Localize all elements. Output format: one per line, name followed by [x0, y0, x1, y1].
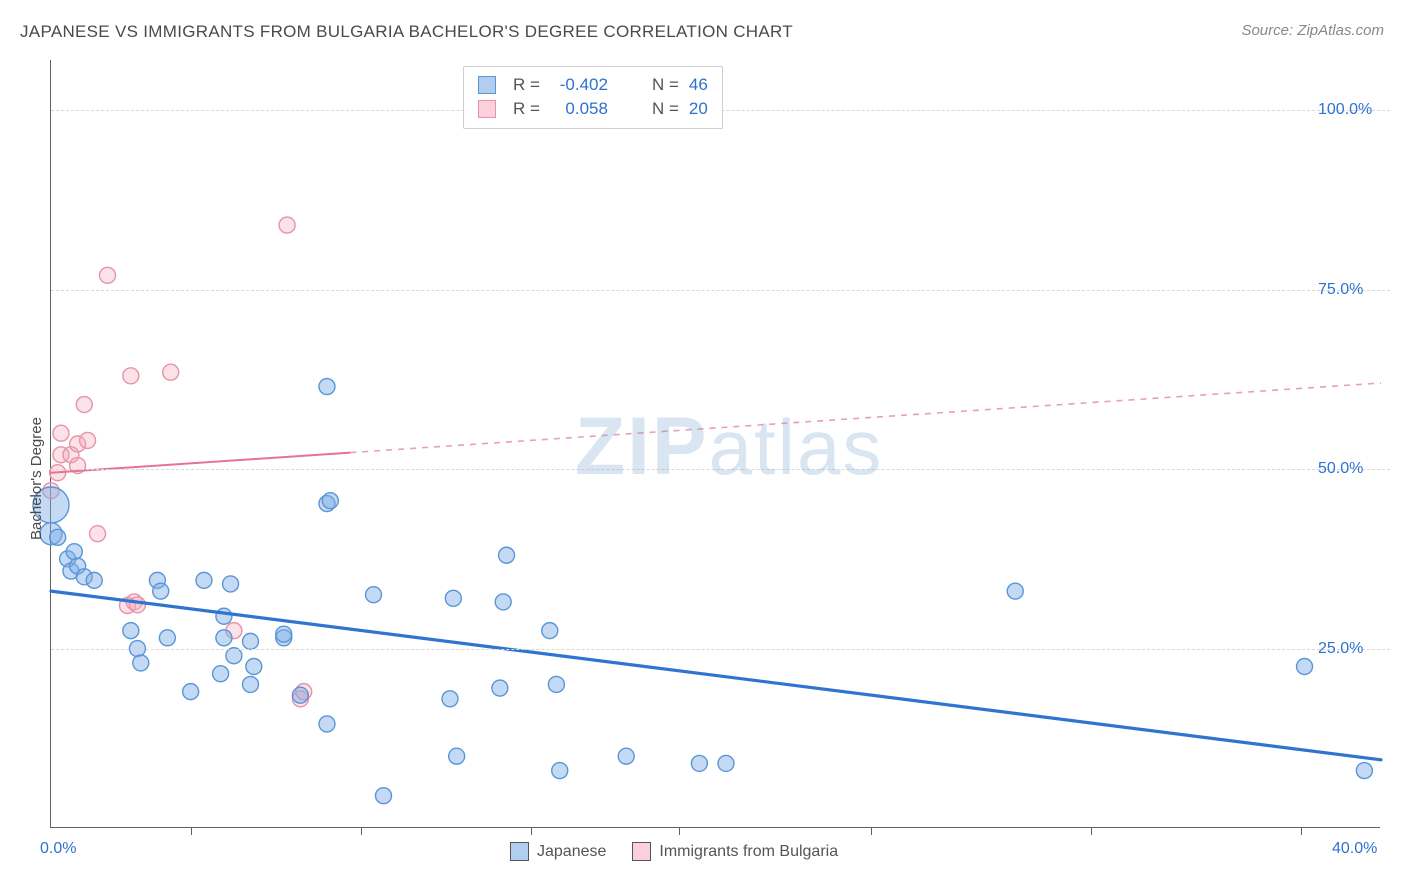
stats-row: R = 0.058 N = 20	[478, 97, 708, 121]
point-japanese	[718, 755, 734, 771]
point-japanese	[226, 648, 242, 664]
trend-line	[51, 591, 1381, 760]
point-japanese	[196, 572, 212, 588]
point-japanese	[86, 572, 102, 588]
point-japanese	[552, 763, 568, 779]
stat-n-value: 20	[689, 97, 708, 121]
stat-n-label: N =	[652, 97, 679, 121]
point-japanese	[618, 748, 634, 764]
point-bulgaria	[53, 425, 69, 441]
point-bulgaria	[279, 217, 295, 233]
y-axis-title: Bachelor's Degree	[28, 417, 45, 540]
point-japanese	[243, 633, 259, 649]
stat-r-label: R =	[513, 97, 540, 121]
point-japanese	[243, 676, 259, 692]
point-japanese	[445, 590, 461, 606]
point-japanese	[123, 623, 139, 639]
y-tick-label: 50.0%	[1318, 460, 1363, 478]
point-japanese	[492, 680, 508, 696]
x-tick	[871, 827, 872, 835]
grid-line	[51, 290, 1390, 291]
point-japanese	[366, 587, 382, 603]
stat-n-value: 46	[689, 73, 708, 97]
point-japanese	[1007, 583, 1023, 599]
point-japanese	[548, 676, 564, 692]
x-tick	[1091, 827, 1092, 835]
y-tick-label: 25.0%	[1318, 640, 1363, 658]
point-bulgaria	[163, 364, 179, 380]
legend-label: Immigrants from Bulgaria	[659, 843, 838, 861]
point-japanese	[319, 716, 335, 732]
point-japanese	[499, 547, 515, 563]
source-attribution: Source: ZipAtlas.com	[1241, 22, 1384, 39]
x-tick	[191, 827, 192, 835]
point-japanese	[246, 659, 262, 675]
x-tick	[679, 827, 680, 835]
point-japanese	[216, 608, 232, 624]
point-japanese	[213, 666, 229, 682]
point-japanese	[1356, 763, 1372, 779]
legend-label: Japanese	[537, 843, 606, 861]
legend-item: Immigrants from Bulgaria	[632, 842, 838, 861]
point-japanese	[495, 594, 511, 610]
point-japanese	[50, 529, 66, 545]
grid-line	[51, 649, 1390, 650]
point-japanese	[542, 623, 558, 639]
stats-row: R = -0.402 N = 46	[478, 73, 708, 97]
series-legend: Japanese Immigrants from Bulgaria	[510, 842, 838, 861]
stats-legend-box: R = -0.402 N = 46 R = 0.058 N = 20	[463, 66, 723, 129]
point-japanese	[66, 544, 82, 560]
y-tick-label: 100.0%	[1318, 101, 1372, 119]
point-japanese	[223, 576, 239, 592]
plot-area	[50, 60, 1380, 828]
point-japanese	[1297, 659, 1313, 675]
point-japanese	[159, 630, 175, 646]
x-tick	[1301, 827, 1302, 835]
legend-swatch	[632, 842, 651, 861]
point-bulgaria	[123, 368, 139, 384]
point-japanese	[442, 691, 458, 707]
point-japanese	[319, 379, 335, 395]
x-axis-max-label: 40.0%	[1332, 840, 1377, 858]
point-japanese	[449, 748, 465, 764]
x-tick	[531, 827, 532, 835]
y-tick-label: 75.0%	[1318, 281, 1363, 299]
point-japanese	[292, 687, 308, 703]
stat-n-label: N =	[652, 73, 679, 97]
legend-swatch	[510, 842, 529, 861]
point-japanese	[276, 626, 292, 642]
chart-title: JAPANESE VS IMMIGRANTS FROM BULGARIA BAC…	[20, 22, 793, 42]
point-bulgaria	[100, 267, 116, 283]
stat-r-value: -0.402	[550, 73, 608, 97]
point-japanese	[133, 655, 149, 671]
point-japanese	[376, 788, 392, 804]
point-japanese	[183, 684, 199, 700]
point-japanese	[153, 583, 169, 599]
legend-swatch	[478, 100, 496, 118]
trend-line	[350, 383, 1381, 453]
stat-r-label: R =	[513, 73, 540, 97]
grid-line	[51, 469, 1390, 470]
point-japanese	[216, 630, 232, 646]
legend-swatch	[478, 76, 496, 94]
legend-item: Japanese	[510, 842, 606, 861]
point-japanese	[322, 493, 338, 509]
point-bulgaria	[76, 397, 92, 413]
point-bulgaria	[129, 597, 145, 613]
x-axis-min-label: 0.0%	[40, 840, 76, 858]
point-bulgaria	[90, 526, 106, 542]
point-bulgaria	[80, 432, 96, 448]
scatter-svg	[51, 60, 1381, 828]
point-japanese	[691, 755, 707, 771]
stat-r-value: 0.058	[550, 97, 608, 121]
x-tick	[361, 827, 362, 835]
